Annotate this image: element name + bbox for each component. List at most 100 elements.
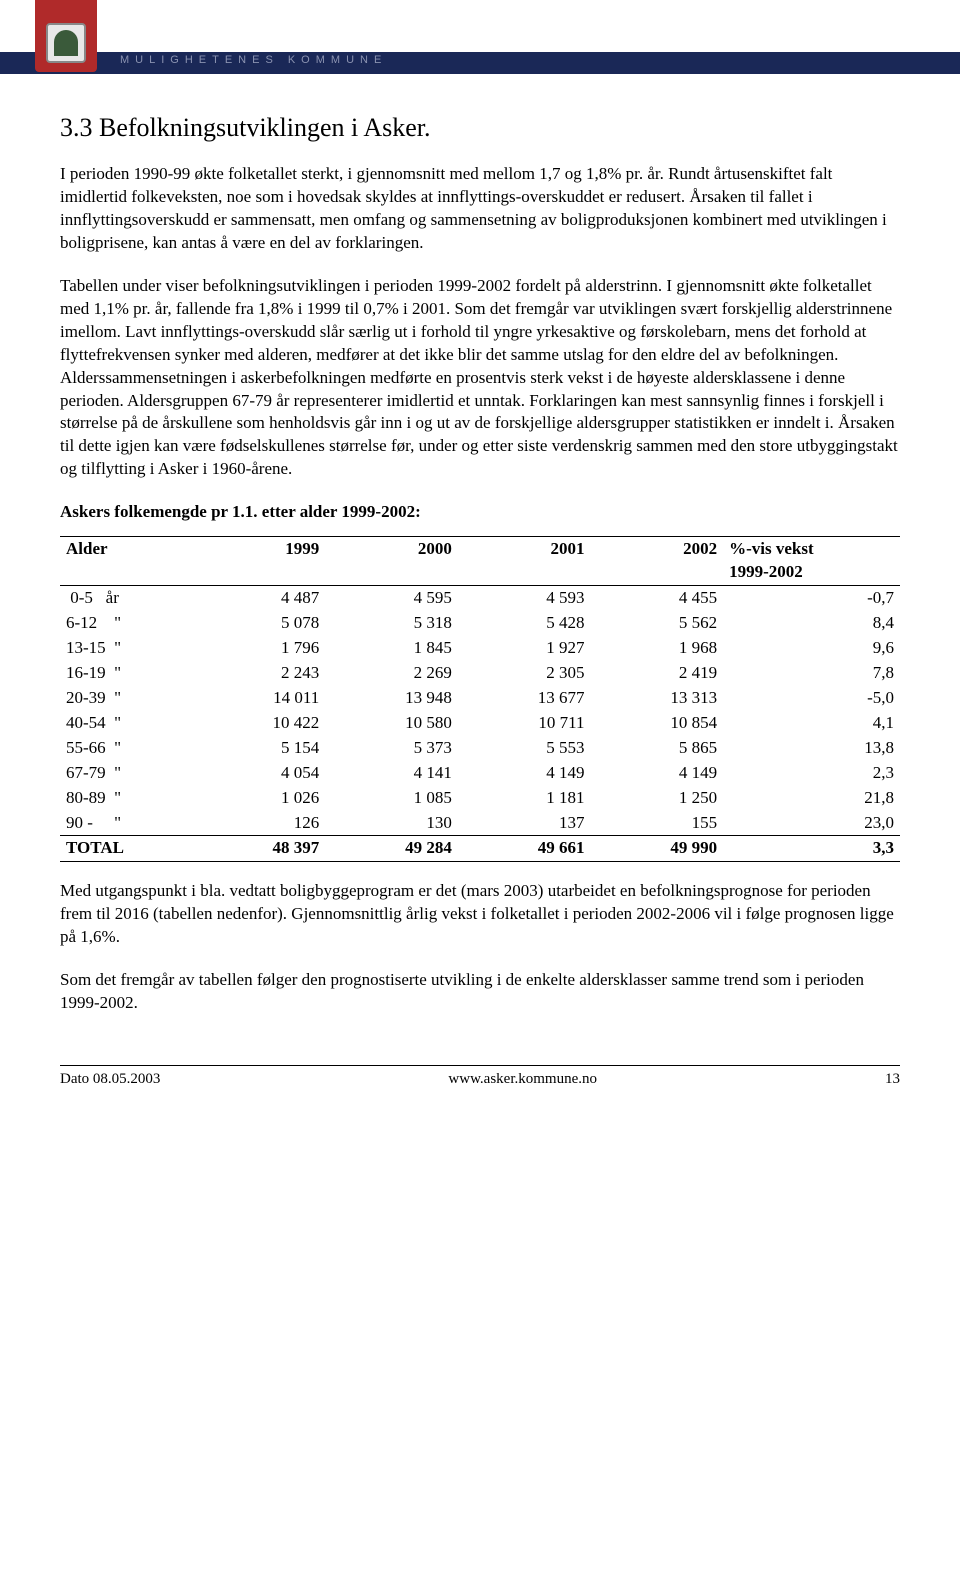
cell-2001: 13 677 — [458, 686, 591, 711]
table-row: 55-66 "5 1545 3735 5535 86513,8 — [60, 736, 900, 761]
table-total-row: TOTAL48 39749 28449 66149 9903,3 — [60, 836, 900, 862]
page-content: 3.3 Befolkningsutviklingen i Asker. I pe… — [0, 72, 960, 1015]
cell-2000: 4 141 — [325, 761, 458, 786]
paragraph-2: Tabellen under viser befolkningsutviklin… — [60, 275, 900, 481]
cell-2002: 5 865 — [591, 736, 724, 761]
cell-label: 20-39 " — [60, 686, 193, 711]
header-stripe-text: MULIGHETENES KOMMUNE — [120, 53, 387, 68]
cell-2002: 2 419 — [591, 661, 724, 686]
cell-label: 55-66 " — [60, 736, 193, 761]
cell-pct: 7,8 — [723, 661, 900, 686]
cell-total-2001: 49 661 — [458, 836, 591, 862]
cell-2002: 4 149 — [591, 761, 724, 786]
footer-page: 13 — [885, 1069, 900, 1089]
cell-1999: 5 078 — [193, 611, 326, 636]
cell-2001: 10 711 — [458, 711, 591, 736]
cell-2001: 1 181 — [458, 786, 591, 811]
cell-pct: 4,1 — [723, 711, 900, 736]
table-header-row: Alder 1999 2000 2001 2002 %-vis vekst 19… — [60, 537, 900, 586]
cell-2002: 5 562 — [591, 611, 724, 636]
footer-url: www.asker.kommune.no — [448, 1069, 597, 1089]
cell-1999: 4 054 — [193, 761, 326, 786]
table-row: 40-54 "10 42210 58010 71110 8544,1 — [60, 711, 900, 736]
cell-1999: 1 026 — [193, 786, 326, 811]
th-1999: 1999 — [193, 537, 326, 586]
cell-pct: -5,0 — [723, 686, 900, 711]
cell-2002: 13 313 — [591, 686, 724, 711]
cell-total-1999: 48 397 — [193, 836, 326, 862]
cell-2002: 155 — [591, 811, 724, 836]
cell-label: 16-19 " — [60, 661, 193, 686]
table-row: 67-79 "4 0544 1414 1494 1492,3 — [60, 761, 900, 786]
cell-total-label: TOTAL — [60, 836, 193, 862]
paragraph-1: I perioden 1990-99 økte folketallet ster… — [60, 163, 900, 255]
cell-2001: 2 305 — [458, 661, 591, 686]
table-row: 90 - "12613013715523,0 — [60, 811, 900, 836]
cell-pct: 2,3 — [723, 761, 900, 786]
cell-2000: 13 948 — [325, 686, 458, 711]
cell-label: 13-15 " — [60, 636, 193, 661]
cell-2000: 5 318 — [325, 611, 458, 636]
document-header: MULIGHETENES KOMMUNE — [0, 0, 960, 72]
cell-2001: 137 — [458, 811, 591, 836]
cell-2001: 4 593 — [458, 586, 591, 611]
footer-date: Dato 08.05.2003 — [60, 1069, 160, 1089]
cell-label: 90 - " — [60, 811, 193, 836]
paragraph-4: Som det fremgår av tabellen følger den p… — [60, 969, 900, 1015]
cell-2001: 5 553 — [458, 736, 591, 761]
cell-pct: -0,7 — [723, 586, 900, 611]
cell-total-2002: 49 990 — [591, 836, 724, 862]
population-table: Alder 1999 2000 2001 2002 %-vis vekst 19… — [60, 536, 900, 862]
section-title: 3.3 Befolkningsutviklingen i Asker. — [60, 110, 900, 145]
municipality-logo — [35, 0, 97, 72]
cell-2001: 5 428 — [458, 611, 591, 636]
cell-2000: 1 845 — [325, 636, 458, 661]
cell-label: 6-12 " — [60, 611, 193, 636]
cell-pct: 21,8 — [723, 786, 900, 811]
table-row: 16-19 "2 2432 2692 3052 4197,8 — [60, 661, 900, 686]
logo-inner — [46, 23, 86, 63]
th-alder: Alder — [60, 537, 193, 586]
cell-2002: 1 250 — [591, 786, 724, 811]
page-footer: Dato 08.05.2003 www.asker.kommune.no 13 — [60, 1065, 900, 1089]
cell-2000: 2 269 — [325, 661, 458, 686]
cell-label: 0-5 år — [60, 586, 193, 611]
table-row: 80-89 "1 0261 0851 1811 25021,8 — [60, 786, 900, 811]
cell-2000: 4 595 — [325, 586, 458, 611]
table-row: 20-39 "14 01113 94813 67713 313-5,0 — [60, 686, 900, 711]
cell-2002: 4 455 — [591, 586, 724, 611]
cell-total-2000: 49 284 — [325, 836, 458, 862]
table-row: 13-15 "1 7961 8451 9271 9689,6 — [60, 636, 900, 661]
th-vekst-line1: %-vis vekst — [729, 539, 814, 558]
cell-1999: 5 154 — [193, 736, 326, 761]
cell-pct: 9,6 — [723, 636, 900, 661]
cell-1999: 126 — [193, 811, 326, 836]
table-row: 0-5 år4 4874 5954 5934 455-0,7 — [60, 586, 900, 611]
cell-1999: 4 487 — [193, 586, 326, 611]
cell-total-pct: 3,3 — [723, 836, 900, 862]
table-caption: Askers folkemengde pr 1.1. etter alder 1… — [60, 501, 900, 524]
cell-1999: 1 796 — [193, 636, 326, 661]
cell-1999: 2 243 — [193, 661, 326, 686]
cell-label: 40-54 " — [60, 711, 193, 736]
paragraph-3: Med utgangspunkt i bla. vedtatt boligbyg… — [60, 880, 900, 949]
cell-pct: 23,0 — [723, 811, 900, 836]
th-2001: 2001 — [458, 537, 591, 586]
th-2002: 2002 — [591, 537, 724, 586]
cell-label: 67-79 " — [60, 761, 193, 786]
th-2000: 2000 — [325, 537, 458, 586]
cell-2000: 10 580 — [325, 711, 458, 736]
cell-1999: 10 422 — [193, 711, 326, 736]
cell-2000: 130 — [325, 811, 458, 836]
th-vekst: %-vis vekst 1999-2002 — [723, 537, 900, 586]
cell-2001: 1 927 — [458, 636, 591, 661]
cell-label: 80-89 " — [60, 786, 193, 811]
cell-2000: 1 085 — [325, 786, 458, 811]
cell-2002: 1 968 — [591, 636, 724, 661]
th-vekst-line2: 1999-2002 — [729, 562, 803, 581]
cell-pct: 8,4 — [723, 611, 900, 636]
cell-2002: 10 854 — [591, 711, 724, 736]
logo-shape — [54, 30, 78, 56]
cell-2001: 4 149 — [458, 761, 591, 786]
cell-pct: 13,8 — [723, 736, 900, 761]
